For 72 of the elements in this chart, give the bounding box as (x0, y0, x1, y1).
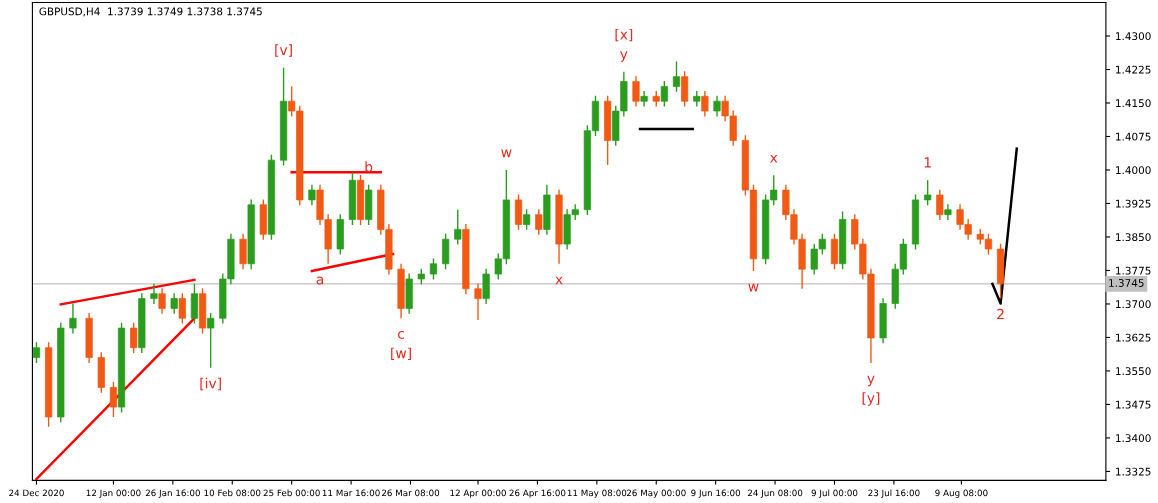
x-tick-label: 26 Apr 16:00 (509, 489, 566, 498)
annotation: w (748, 283, 759, 292)
candlestick (308, 184, 316, 206)
annotation: 1 (924, 157, 931, 168)
annotation: y (620, 51, 628, 62)
x-tick-label: 9 Jun 16:00 (691, 489, 741, 498)
candlestick (672, 60, 681, 93)
candlestick (130, 322, 138, 354)
candlestick (713, 95, 721, 118)
y-tick-label: 1.3700 (1116, 300, 1151, 309)
x-tick-label: 26 Jan 16:00 (145, 489, 200, 498)
y-tick-label: 1.4300 (1116, 32, 1151, 41)
candlestick (158, 287, 166, 315)
annotation: x (555, 276, 563, 285)
candlestick (150, 283, 158, 305)
candlestick (474, 282, 482, 321)
y-tick-label: 1.3400 (1116, 434, 1151, 443)
y-tick-label: 1.3775 (1116, 266, 1151, 275)
annotation: a (316, 276, 324, 285)
x-tick-label: 10 Feb 08:00 (204, 489, 261, 497)
candlestick (535, 208, 543, 236)
candlestick (640, 90, 648, 108)
x-tick-label: 12 Jan 00:00 (86, 489, 141, 498)
y-tick-label: 1.3625 (1116, 333, 1151, 342)
x-tick-label: 25 Feb 00:00 (263, 489, 320, 497)
x-tick-label: 23 Jul 16:00 (868, 489, 920, 498)
ref-line-label: 1.3745 (1109, 279, 1144, 287)
annotation: 2 (997, 308, 1004, 320)
annotation: [x] (615, 28, 633, 42)
y-tick-label: 1.3325 (1116, 467, 1151, 476)
y-tick-label: 1.3475 (1116, 400, 1151, 409)
candlestick (178, 292, 186, 325)
candlestick (632, 75, 640, 108)
annotation: c (398, 330, 404, 339)
y-tick-label: 1.3850 (1116, 233, 1151, 242)
candlestick (701, 90, 709, 118)
candlestick (429, 257, 438, 281)
y-tick-label: 1.4150 (1116, 99, 1151, 108)
candlestick (936, 188, 944, 221)
x-tick-label: 24 Jun 08:00 (747, 489, 803, 498)
annotation: w (501, 149, 512, 158)
annotation: [w] (391, 347, 411, 361)
annotation: [v] (275, 44, 292, 57)
y-tick-label: 1.3925 (1116, 199, 1151, 208)
y-tick-label: 1.4075 (1116, 132, 1151, 141)
annotation: y (867, 375, 875, 387)
y-tick-label: 1.3550 (1116, 367, 1151, 376)
x-tick-label: 26 Mar 08:00 (381, 489, 440, 497)
candlestick (660, 80, 668, 108)
candlestick (170, 292, 178, 315)
candlestick (69, 302, 77, 335)
candlestick (924, 179, 932, 206)
annotation: x (770, 154, 778, 163)
annotation: b (365, 161, 373, 173)
x-tick-label: 11 May 08:00 (567, 489, 627, 498)
x-tick-label: 24 Dec 2020 (9, 489, 64, 497)
x-tick-label: 12 Apr 00:00 (450, 489, 506, 498)
x-tick-label: 9 Aug 08:00 (935, 489, 988, 498)
candlestick (944, 203, 952, 221)
chart-title: GBPUSD,H4 1.3739 1.3749 1.3738 1.3745 (39, 7, 262, 17)
candlestick (523, 208, 531, 231)
candlestick (32, 341, 41, 364)
y-tick-label: 1.4000 (1116, 166, 1151, 175)
y-tick-label: 1.4225 (1116, 65, 1151, 74)
annotation: [iv] (200, 377, 221, 391)
candlestick (207, 312, 215, 369)
annotation: [y] (862, 392, 880, 406)
x-tick-label: 26 May 00:00 (626, 489, 686, 498)
x-tick-label: 9 Jul 00:00 (811, 489, 858, 498)
candlestick (109, 381, 118, 418)
candlestick (454, 209, 462, 246)
x-tick-label: 11 Mar 16:00 (322, 489, 380, 497)
